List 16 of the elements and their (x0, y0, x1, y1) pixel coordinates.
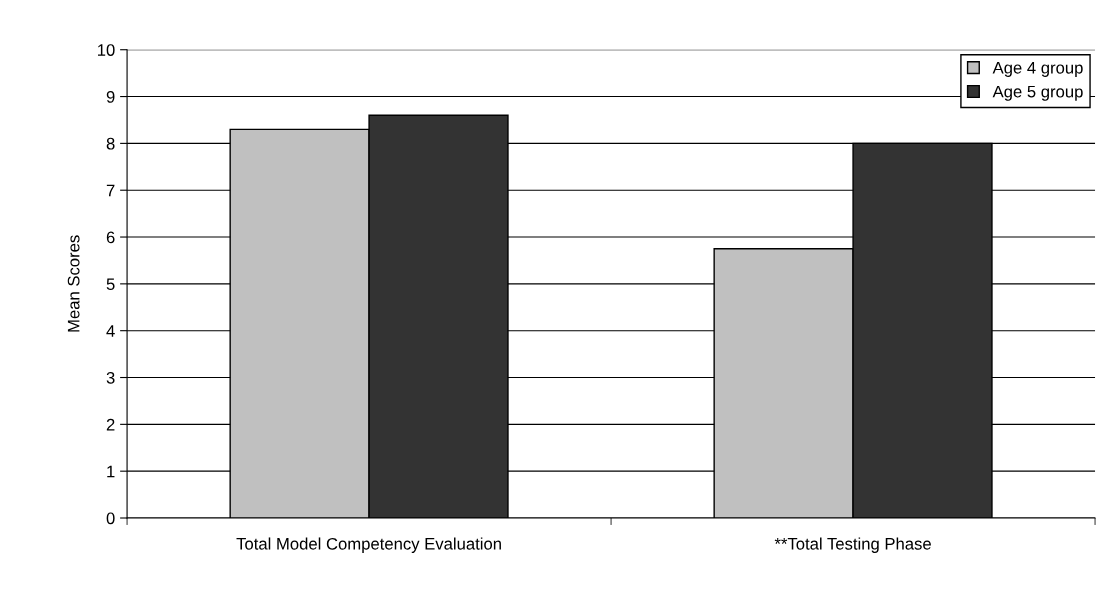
x-tick-label: **Total Testing Phase (774, 537, 931, 553)
y-tick-label: 7 (106, 184, 115, 197)
y-tick-label: 3 (106, 371, 115, 384)
y-tick-label: 0 (106, 512, 115, 525)
y-tick-label: 9 (106, 90, 115, 103)
y-tick-label: 2 (106, 418, 115, 431)
y-tick-label: 1 (107, 465, 115, 478)
y-tick-label: 8 (106, 137, 115, 150)
y-tick-label: 10 (98, 44, 115, 56)
y-tick-label: 5 (106, 278, 115, 291)
y-tick-label: 6 (106, 231, 115, 244)
legend-label: Age 5 group (992, 85, 1083, 101)
legend-label: Age 4 group (992, 62, 1083, 77)
y-tick-label: 4 (106, 325, 115, 337)
x-tick-label: Total Model Competency Evaluation (236, 537, 501, 553)
y-axis-title: Mean Scores (67, 235, 80, 332)
